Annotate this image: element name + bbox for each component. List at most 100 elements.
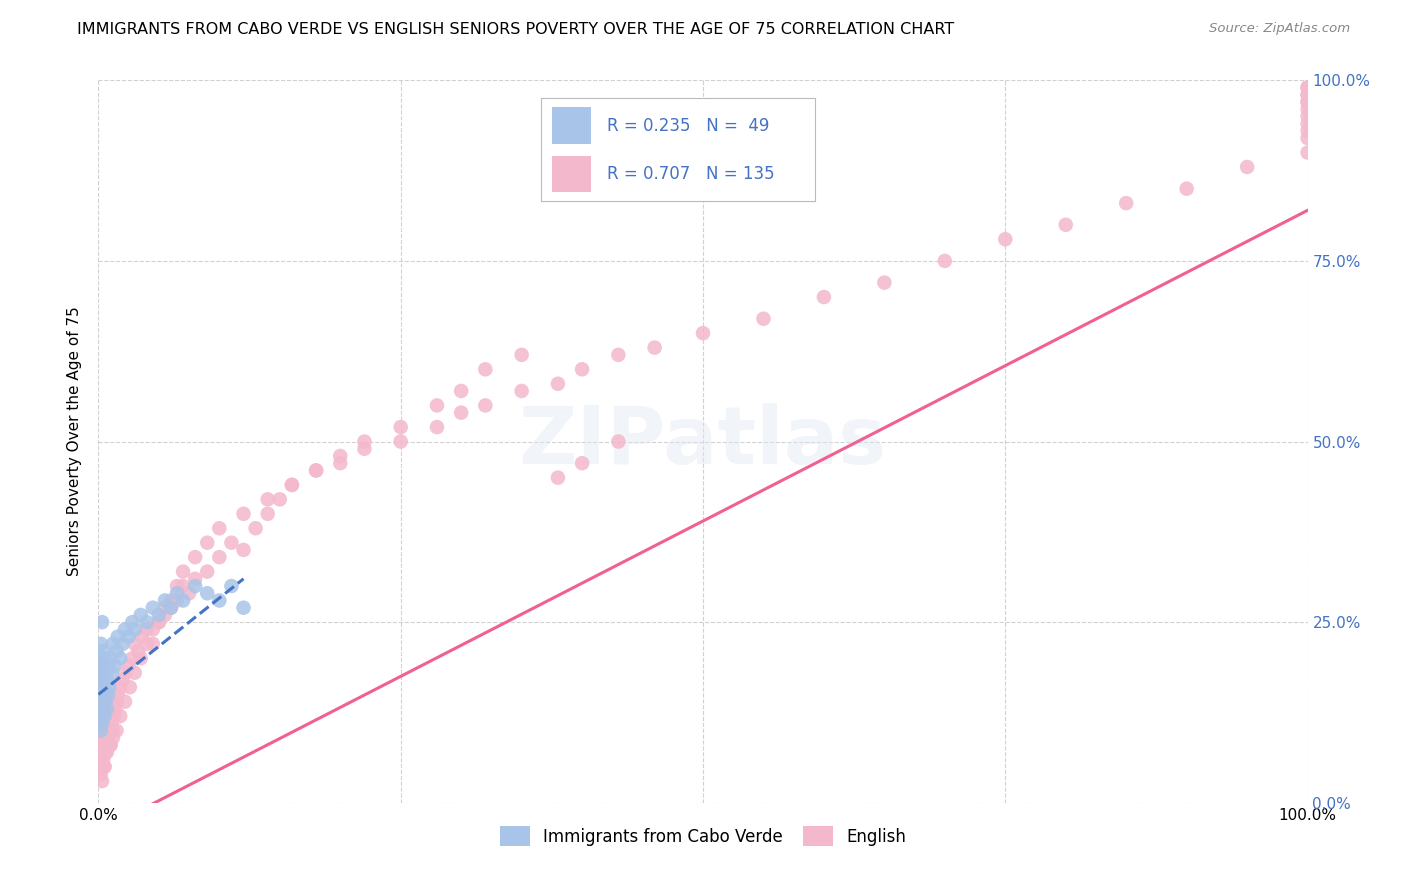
Point <box>1296 124 1319 138</box>
Text: Source: ZipAtlas.com: Source: ZipAtlas.com <box>1209 22 1350 36</box>
Point <box>510 348 533 362</box>
Point <box>91 680 114 694</box>
Point <box>256 492 278 507</box>
Y-axis label: Seniors Poverty Over the Age of 75: Seniors Poverty Over the Age of 75 <box>67 307 83 576</box>
Text: R = 0.707   N = 135: R = 0.707 N = 135 <box>607 165 775 183</box>
Point <box>93 651 115 665</box>
Text: IMMIGRANTS FROM CABO VERDE VS ENGLISH SENIORS POVERTY OVER THE AGE OF 75 CORRELA: IMMIGRANTS FROM CABO VERDE VS ENGLISH SE… <box>77 22 955 37</box>
Point <box>90 767 112 781</box>
Point <box>269 492 291 507</box>
Point <box>208 550 231 565</box>
Point <box>184 579 207 593</box>
Point <box>426 398 449 412</box>
Point <box>94 665 117 680</box>
Point <box>353 434 375 449</box>
Point <box>101 723 124 738</box>
Point <box>118 680 141 694</box>
Point <box>96 709 118 723</box>
Point <box>100 665 122 680</box>
Point <box>148 615 170 630</box>
Point <box>1296 87 1319 102</box>
Point <box>1296 110 1319 124</box>
Point <box>103 709 125 723</box>
Point <box>111 673 134 687</box>
Point <box>101 637 124 651</box>
Point <box>89 695 111 709</box>
Point <box>107 687 129 701</box>
Point <box>1115 196 1137 211</box>
Point <box>166 579 188 593</box>
Point <box>127 644 149 658</box>
Point <box>195 565 218 579</box>
Bar <box>553 107 591 145</box>
Point <box>93 687 115 701</box>
Point <box>135 623 157 637</box>
Point <box>1296 87 1319 102</box>
Point <box>208 521 231 535</box>
Point <box>118 658 141 673</box>
Point <box>103 658 125 673</box>
Point <box>281 478 304 492</box>
Point <box>114 623 136 637</box>
Point <box>91 658 114 673</box>
Text: ZIPatlas: ZIPatlas <box>519 402 887 481</box>
Point <box>90 658 112 673</box>
Point <box>172 565 194 579</box>
Point <box>114 695 136 709</box>
Point <box>91 687 114 701</box>
Point <box>934 253 956 268</box>
Point <box>571 456 593 470</box>
Point <box>131 630 153 644</box>
Point <box>142 623 165 637</box>
Point <box>1296 95 1319 109</box>
Point <box>100 651 122 665</box>
Point <box>93 709 115 723</box>
Point <box>135 615 157 630</box>
Point <box>208 593 231 607</box>
Point <box>1236 160 1258 174</box>
Point <box>166 593 188 607</box>
Point <box>142 600 165 615</box>
Point <box>89 709 111 723</box>
Point <box>1296 102 1319 116</box>
Point <box>124 637 146 651</box>
Point <box>221 579 243 593</box>
Point <box>98 695 121 709</box>
Point <box>100 738 122 752</box>
Point <box>90 680 112 694</box>
Point <box>160 600 183 615</box>
Legend: Immigrants from Cabo Verde, English: Immigrants from Cabo Verde, English <box>494 820 912 852</box>
Point <box>232 542 254 557</box>
Point <box>1054 218 1077 232</box>
Point <box>97 702 120 716</box>
Point <box>94 695 117 709</box>
Point <box>93 680 115 694</box>
Point <box>450 384 472 398</box>
Point <box>195 535 218 549</box>
Point <box>752 311 775 326</box>
Point <box>98 723 121 738</box>
Point <box>91 615 114 630</box>
Point <box>96 702 118 716</box>
Point <box>644 341 666 355</box>
Point <box>90 723 112 738</box>
Point <box>474 398 496 412</box>
Point <box>547 470 569 484</box>
Point <box>91 716 114 731</box>
Point <box>129 651 152 665</box>
Point <box>105 644 128 658</box>
Point <box>813 290 835 304</box>
Point <box>90 665 112 680</box>
Point <box>89 738 111 752</box>
Point <box>1296 80 1319 95</box>
Point <box>547 376 569 391</box>
Point <box>142 637 165 651</box>
Point <box>221 535 243 549</box>
Point <box>607 434 630 449</box>
Point <box>329 449 352 463</box>
Point <box>90 702 112 716</box>
Point <box>91 738 114 752</box>
Point <box>1296 117 1319 131</box>
Point <box>510 384 533 398</box>
Point <box>1296 131 1319 145</box>
